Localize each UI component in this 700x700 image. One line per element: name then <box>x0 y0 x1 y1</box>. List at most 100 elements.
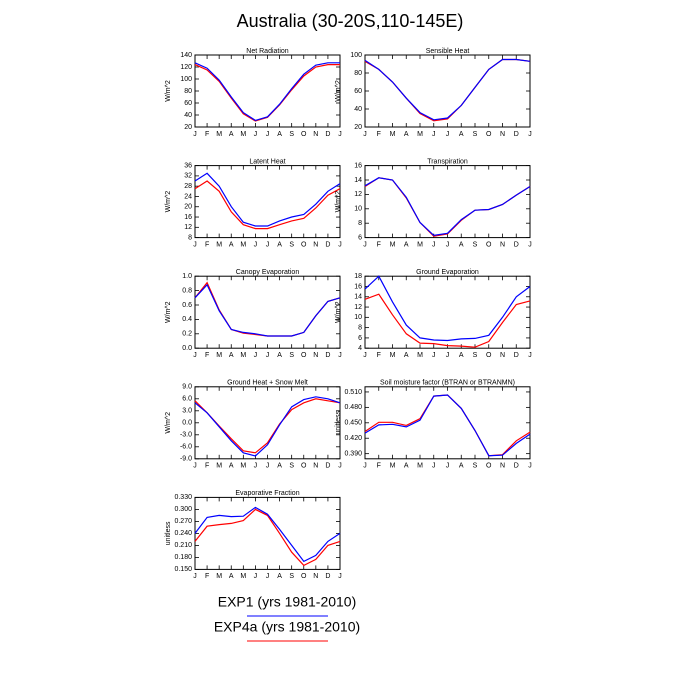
x-tick-label: A <box>459 352 464 359</box>
x-tick-label: J <box>338 463 342 470</box>
x-tick-label: J <box>254 131 258 138</box>
panel-title: Evaporative Fraction <box>235 490 299 497</box>
y-tick-label: 8 <box>358 324 362 331</box>
x-tick-label: J <box>432 463 436 470</box>
y-tick-label: 0.420 <box>344 435 362 442</box>
x-tick-label: A <box>229 463 234 470</box>
x-tick-label: M <box>390 352 396 359</box>
y-tick-label: 12 <box>354 191 362 198</box>
x-tick-label: J <box>446 463 450 470</box>
x-tick-label: N <box>500 241 505 248</box>
x-tick-label: F <box>205 131 209 138</box>
x-tick-label: A <box>404 241 409 248</box>
series-line <box>194 180 341 230</box>
figure-title: Australia (30-20S,110-145E) <box>237 11 464 31</box>
y-tick-label: 20 <box>184 124 192 131</box>
y-tick-label: 32 <box>184 173 192 180</box>
y-tick-label: 8 <box>188 234 192 241</box>
x-tick-label: M <box>216 573 222 580</box>
series-line <box>194 281 341 337</box>
x-tick-label: J <box>193 241 197 248</box>
y-axis-label: W/m^2 <box>165 301 172 323</box>
x-tick-label: J <box>254 463 258 470</box>
series-line <box>364 293 531 348</box>
series-line <box>364 177 531 237</box>
y-tick-label: -6.0 <box>180 444 192 451</box>
x-tick-label: J <box>266 131 270 138</box>
x-tick-label: O <box>486 352 492 359</box>
y-tick-label: 60 <box>184 100 192 107</box>
x-tick-label: J <box>266 573 270 580</box>
y-tick-label: 36 <box>184 162 192 169</box>
series-line <box>194 62 340 122</box>
y-tick-label: 6 <box>358 234 362 241</box>
x-tick-label: N <box>500 463 505 470</box>
panel-title: Transpiration <box>427 158 468 165</box>
plot-frame <box>364 165 531 239</box>
x-tick-label: J <box>528 241 532 248</box>
y-tick-label: 6.0 <box>182 396 192 403</box>
y-tick-label: 0.330 <box>174 494 192 501</box>
y-tick-label: 3.0 <box>182 408 192 415</box>
y-axis-label: W/m^2 <box>335 80 342 102</box>
y-tick-label: 14 <box>354 177 362 184</box>
panel-title: Ground Evaporation <box>416 269 479 276</box>
x-tick-label: S <box>289 573 294 580</box>
y-axis-label: W/m^2 <box>335 301 342 323</box>
y-axis-label: unitless <box>335 410 342 434</box>
y-tick-label: 0.8 <box>182 287 192 294</box>
x-tick-label: J <box>446 352 450 359</box>
x-tick-label: F <box>205 573 209 580</box>
y-tick-label: 0.150 <box>174 566 192 573</box>
x-tick-label: J <box>266 463 270 470</box>
x-tick-label: J <box>193 463 197 470</box>
x-tick-label: D <box>514 352 519 359</box>
x-tick-label: M <box>390 463 396 470</box>
series-line <box>194 172 341 227</box>
panel-title: Sensible Heat <box>426 48 470 55</box>
x-tick-label: S <box>289 463 294 470</box>
y-tick-label: 12 <box>354 304 362 311</box>
x-tick-label: N <box>313 131 318 138</box>
x-tick-label: D <box>325 352 330 359</box>
x-tick-label: M <box>417 241 423 248</box>
y-tick-label: 0.240 <box>174 530 192 537</box>
y-tick-label: 40 <box>184 112 192 119</box>
x-tick-label: F <box>205 463 209 470</box>
x-tick-label: J <box>254 241 258 248</box>
series-line <box>364 275 531 342</box>
x-tick-label: S <box>289 241 294 248</box>
y-axis-label: unitless <box>165 521 172 545</box>
x-tick-label: J <box>193 573 197 580</box>
x-tick-label: J <box>338 573 342 580</box>
x-tick-label: J <box>363 131 367 138</box>
x-tick-label: J <box>432 241 436 248</box>
panel-title: Canopy Evaporation <box>236 269 300 276</box>
x-tick-label: J <box>528 463 532 470</box>
x-tick-label: S <box>289 131 294 138</box>
x-tick-label: F <box>205 241 209 248</box>
x-tick-label: J <box>266 352 270 359</box>
x-tick-label: A <box>277 463 282 470</box>
x-tick-label: N <box>313 352 318 359</box>
panel-title: Net Radiation <box>246 48 289 55</box>
x-tick-label: N <box>313 241 318 248</box>
x-tick-label: M <box>240 131 246 138</box>
y-tick-label: 0.6 <box>182 302 192 309</box>
series-line <box>194 506 341 563</box>
y-axis-label: W/m^2 <box>165 80 172 102</box>
y-axis-label: W/m^2 <box>335 191 342 213</box>
y-tick-label: 0.390 <box>344 451 362 458</box>
x-tick-label: A <box>459 241 464 248</box>
x-tick-label: O <box>301 463 307 470</box>
y-tick-label: 16 <box>184 214 192 221</box>
x-tick-label: M <box>216 131 222 138</box>
series-line <box>194 508 341 567</box>
y-tick-label: 12 <box>184 224 192 231</box>
y-tick-label: 0.510 <box>344 389 362 396</box>
y-tick-label: 9.0 <box>182 384 192 391</box>
legend-label: EXP1 (yrs 1981-2010) <box>218 594 357 610</box>
y-tick-label: 28 <box>184 183 192 190</box>
x-tick-label: M <box>216 463 222 470</box>
x-tick-label: M <box>240 352 246 359</box>
